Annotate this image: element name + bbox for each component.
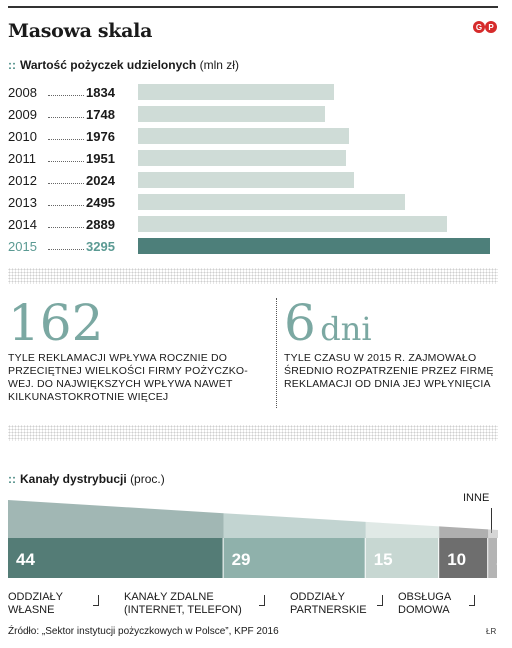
- label-leader-tick: [377, 595, 383, 606]
- stacked-bar-segment: [488, 538, 497, 578]
- bar-value-label: 3295: [86, 239, 115, 254]
- channels-title: Kanały dystrybucji: [20, 472, 127, 486]
- top-rule: [8, 6, 498, 8]
- stats-divider: [276, 298, 277, 408]
- logo-icon: G P: [473, 21, 497, 33]
- funnel-segment: [8, 500, 224, 538]
- bar-year-label: 2011: [8, 151, 36, 166]
- bar: [138, 84, 334, 100]
- section-marker-icon: ::: [8, 58, 16, 72]
- stacked-bar-segment: [439, 538, 488, 578]
- bar-value-label: 1976: [86, 129, 115, 144]
- stacked-bar-segment: [223, 538, 365, 578]
- dot-leader: [48, 161, 84, 162]
- dot-leader: [48, 183, 84, 184]
- bar-value-label: 1951: [86, 151, 115, 166]
- stat-number-suffix: dni: [320, 310, 372, 348]
- stacked-bar-segment: [8, 538, 223, 578]
- bar-year-label: 2009: [8, 107, 37, 122]
- channel-label: Oddziały partnerskie: [290, 591, 367, 616]
- channels-unit: (proc.): [130, 472, 165, 486]
- loans-section-title: :: Wartość pożyczek udzielonych (mln zł): [8, 58, 239, 72]
- channel-label: Oddziały własne: [8, 591, 63, 616]
- stacked-bar-segment: [365, 538, 439, 578]
- dot-leader: [48, 95, 84, 96]
- loans-title: Wartość pożyczek udzielonych: [20, 58, 197, 72]
- bar-year-label: 2008: [8, 85, 37, 100]
- bar: [138, 238, 490, 254]
- loans-unit: (mln zł): [199, 58, 239, 72]
- funnel-segment: [365, 521, 440, 538]
- bar-year-label: 2014: [8, 217, 37, 232]
- page-title: Masowa skala: [8, 20, 153, 42]
- bar: [138, 128, 349, 144]
- author-initials: ŁR: [486, 627, 497, 636]
- svg-text:P: P: [488, 23, 494, 32]
- bar: [138, 194, 405, 210]
- dot-leader: [48, 139, 84, 140]
- segment-value-label: 10: [447, 550, 466, 569]
- segment-value-label: 44: [16, 550, 35, 569]
- dot-leader: [48, 249, 84, 250]
- bar-value-label: 2024: [86, 173, 115, 188]
- texture-band: [8, 268, 498, 284]
- stat-duration: 6 dni: [284, 298, 372, 348]
- label-leader-tick: [259, 595, 265, 606]
- bar-year-label: 2012: [8, 173, 37, 188]
- funnel-segment: [488, 529, 498, 538]
- channel-label: Kanały zdalne (internet, telefon): [124, 591, 242, 616]
- bar-year-label: 2013: [8, 195, 37, 210]
- source-note: Źródło: „Sektor instytucji pożyczkowych …: [8, 626, 279, 637]
- segment-value-label: 29: [232, 550, 251, 569]
- channels-section-title: :: Kanały dystrybucji (proc.): [8, 472, 165, 486]
- section-marker-icon: ::: [8, 472, 16, 486]
- stat-number-complaints: 162: [8, 294, 104, 352]
- funnel-segment: [223, 513, 366, 538]
- stat-number-days: 6: [284, 294, 316, 352]
- other-label: Inne: [463, 492, 490, 504]
- bar-value-label: 1748: [86, 107, 115, 122]
- other-leader-line: [491, 508, 492, 533]
- segment-value-label: 15: [374, 550, 393, 569]
- texture-band: [8, 425, 498, 441]
- bar-value-label: 2495: [86, 195, 115, 210]
- bar-value-label: 1834: [86, 85, 115, 100]
- bar: [138, 216, 447, 232]
- stat-text-complaints: Tyle reklamacji wpływa rocznie do przeci…: [8, 352, 248, 403]
- segment-value-label: 2: [496, 550, 505, 569]
- funnel-segment: [439, 526, 489, 538]
- bar: [138, 150, 346, 166]
- bar: [138, 106, 325, 122]
- svg-text:G: G: [476, 23, 482, 32]
- stat-text-days: Tyle czasu w 2015 r. zajmowało średnio r…: [284, 352, 494, 390]
- channel-label: Obsługa domowa: [398, 591, 451, 616]
- bar-year-label: 2015: [8, 239, 37, 254]
- bar-value-label: 2889: [86, 217, 115, 232]
- bar: [138, 172, 354, 188]
- dot-leader: [48, 227, 84, 228]
- label-leader-tick: [469, 595, 475, 606]
- label-leader-tick: [93, 595, 99, 606]
- dot-leader: [48, 117, 84, 118]
- bar-year-label: 2010: [8, 129, 37, 144]
- dot-leader: [48, 205, 84, 206]
